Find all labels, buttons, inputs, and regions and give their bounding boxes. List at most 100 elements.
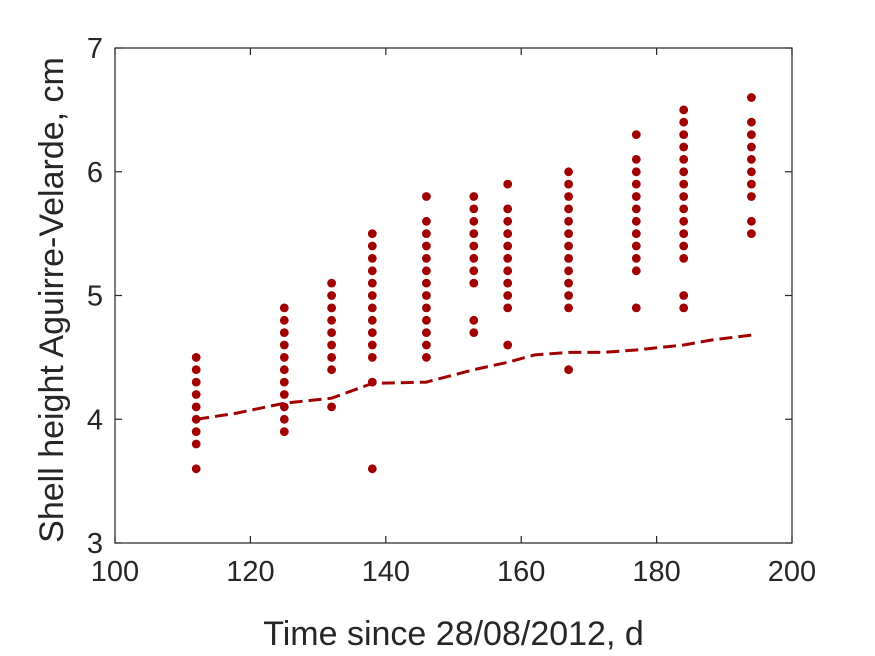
x-tick-label: 140	[362, 556, 410, 588]
data-point	[367, 303, 377, 313]
x-tick-label: 180	[632, 556, 680, 588]
data-point	[747, 229, 756, 239]
data-point	[279, 414, 289, 424]
data-point	[747, 216, 756, 226]
data-point	[367, 291, 377, 300]
data-point	[327, 291, 336, 300]
data-point	[327, 278, 336, 288]
data-point	[367, 340, 377, 350]
data-point	[469, 266, 479, 276]
data-point	[564, 278, 573, 288]
data-point	[564, 204, 573, 214]
data-point	[279, 377, 289, 387]
data-point	[327, 340, 336, 350]
data-point	[367, 266, 377, 276]
data-points	[191, 93, 756, 474]
data-point	[279, 402, 289, 412]
mean-dashed-line	[195, 333, 752, 421]
data-point	[564, 291, 573, 300]
x-tick-label: 160	[497, 556, 545, 588]
data-point	[679, 216, 689, 226]
data-point	[679, 254, 689, 263]
data-point	[367, 353, 377, 362]
data-point	[631, 130, 641, 140]
data-point	[679, 155, 689, 164]
x-tick-label: 120	[226, 556, 274, 588]
data-point	[679, 179, 689, 189]
plot-background	[115, 48, 792, 543]
data-point	[679, 142, 689, 152]
data-point	[469, 328, 479, 337]
data-point	[279, 390, 289, 399]
data-point	[503, 278, 513, 288]
data-point	[631, 266, 641, 276]
data-point	[631, 303, 641, 313]
data-point	[279, 353, 289, 362]
data-point	[469, 278, 479, 288]
data-point	[679, 167, 689, 177]
data-point	[631, 229, 641, 239]
data-point	[679, 241, 689, 251]
data-point	[191, 377, 201, 387]
data-point	[747, 142, 756, 152]
data-point	[422, 278, 431, 288]
data-point	[422, 315, 431, 325]
data-point	[367, 464, 377, 474]
data-point	[422, 266, 431, 276]
data-point	[422, 328, 431, 337]
data-point	[191, 439, 201, 449]
data-point	[422, 241, 431, 251]
data-point	[747, 93, 756, 102]
data-point	[747, 130, 756, 140]
x-tick-label: 100	[91, 556, 139, 588]
data-point	[564, 229, 573, 239]
data-point	[747, 155, 756, 164]
data-point	[279, 315, 289, 325]
data-point	[422, 303, 431, 313]
y-axis-label: Shell height Aguirre-Velarde, cm	[33, 57, 71, 543]
mean-line-layer	[195, 333, 752, 421]
data-point	[679, 105, 689, 115]
x-axis-label: Time since 28/08/2012, d	[263, 615, 644, 653]
data-point	[327, 353, 336, 362]
data-point	[564, 192, 573, 201]
plot-area	[115, 48, 792, 543]
data-point	[279, 328, 289, 337]
data-point	[503, 254, 513, 263]
data-point	[564, 365, 573, 375]
data-point	[564, 303, 573, 313]
data-point	[367, 315, 377, 325]
data-point	[469, 204, 479, 214]
data-point	[327, 365, 336, 375]
data-point	[191, 402, 201, 412]
data-point	[564, 179, 573, 189]
data-point	[327, 315, 336, 325]
data-point	[279, 427, 289, 436]
data-point	[679, 130, 689, 140]
data-point	[631, 204, 641, 214]
data-point	[679, 229, 689, 239]
y-tick-label: 6	[87, 157, 103, 189]
data-point	[191, 464, 201, 474]
data-point	[367, 377, 377, 387]
data-point	[367, 254, 377, 263]
data-point	[191, 353, 201, 362]
data-point	[631, 192, 641, 201]
data-point	[191, 427, 201, 436]
y-tick-label: 5	[87, 281, 103, 313]
data-point	[747, 167, 756, 177]
data-point	[503, 303, 513, 313]
data-point	[191, 365, 201, 375]
data-point	[679, 192, 689, 201]
data-point	[564, 216, 573, 226]
data-point	[327, 328, 336, 337]
axes: 100 120 140 160 180 200 3 4 5 6 7	[87, 33, 816, 588]
data-point	[469, 216, 479, 226]
data-point	[422, 192, 431, 201]
data-point	[422, 353, 431, 362]
data-point	[564, 241, 573, 251]
data-point	[469, 192, 479, 201]
data-point	[631, 254, 641, 263]
data-point	[631, 216, 641, 226]
